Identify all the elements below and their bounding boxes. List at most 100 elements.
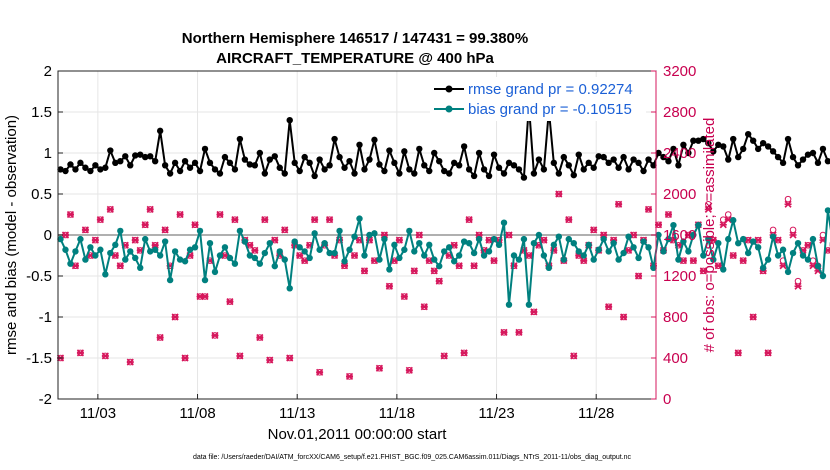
rmse-point (764, 143, 772, 150)
obs-assimilated-point (131, 236, 139, 244)
bias-point (515, 256, 523, 263)
obs-assimilated-point (555, 190, 563, 198)
rmse-point (799, 156, 807, 163)
obs-assimilated-point (420, 303, 428, 311)
obs-possible-point (789, 226, 797, 234)
rmse-point (705, 139, 712, 147)
rmse-point (510, 162, 518, 169)
bias-point (291, 238, 298, 245)
obs-assimilated-point (435, 277, 443, 285)
bias-point (286, 285, 293, 292)
rmse-point (655, 149, 662, 157)
bias-point (650, 264, 657, 271)
bias-point (416, 240, 423, 247)
rmse-point (171, 159, 179, 167)
legend-rmse-label: rmse grand pr = 0.92274 (468, 81, 633, 98)
bias-point (774, 252, 782, 259)
rmse-point (381, 167, 388, 175)
obs-assimilated-point (385, 282, 393, 290)
bias-point (759, 264, 767, 271)
y-tick-label: 1.5 (31, 104, 52, 121)
y-right-tick-label: 0 (663, 391, 671, 408)
rmse-point (201, 145, 209, 153)
y-tick-label: -1 (39, 309, 52, 326)
rmse-point (814, 159, 822, 167)
obs-assimilated-point (455, 262, 463, 270)
obs-assimilated-point (296, 251, 304, 260)
x-tick-label: 11/28 (578, 405, 614, 422)
rmse-point (685, 149, 692, 157)
bias-point (366, 231, 373, 239)
legend-rmse-marker (445, 85, 453, 93)
bias-point (271, 262, 278, 270)
rmse-point (256, 149, 264, 157)
obs-possible-point (705, 200, 712, 208)
bias-point (77, 235, 84, 243)
bias-point (819, 272, 827, 280)
rmse-point (665, 158, 672, 165)
rmse-point (216, 170, 224, 177)
x-tick-label: 11/13 (279, 405, 315, 422)
obs-assimilated-point (231, 216, 239, 224)
obs-assimilated-point (500, 328, 508, 336)
bias-point (156, 252, 164, 259)
bias-point (92, 252, 99, 259)
y-tick-label: 1 (44, 145, 52, 162)
rmse-point (82, 164, 89, 171)
bias-point (396, 254, 403, 262)
obs-assimilated-point (699, 267, 707, 275)
obs-assimilated-point (565, 216, 573, 224)
rmse-point (341, 164, 348, 171)
obs-assimilated-point (590, 226, 598, 234)
obs-assimilated-point (106, 205, 114, 213)
obs-assimilated-point (465, 216, 473, 224)
rmse-point (744, 130, 752, 138)
rmse-point (281, 170, 288, 177)
rmse-point (480, 166, 488, 173)
rmse-point (565, 162, 572, 169)
y-tick-label: -0.5 (26, 268, 52, 285)
rmse-point (585, 159, 592, 167)
rmse-point (735, 153, 742, 161)
bias-series (57, 207, 830, 308)
rmse-point (470, 172, 478, 180)
bias-point (575, 248, 582, 255)
obs-assimilated-point (430, 267, 438, 275)
rmse-point (590, 164, 597, 171)
rmse-point (306, 159, 313, 167)
rmse-point (406, 166, 413, 173)
bias-point (251, 254, 259, 262)
obs-assimilated-point (525, 251, 533, 260)
rmse-point (450, 159, 458, 167)
obs-assimilated-point (460, 349, 468, 357)
obs-assimilated-point (774, 236, 782, 244)
obs-assimilated-point (81, 226, 89, 234)
rmse-point (142, 153, 149, 161)
obs-assimilated-point (176, 210, 184, 219)
rmse-point (321, 166, 328, 173)
y-axis-left: -2 -1.5 -1 -0.5 0 0.5 1 1.5 2 (26, 63, 63, 408)
bias-point (316, 246, 323, 253)
obs-assimilated-point (261, 216, 269, 224)
rmse-point (426, 167, 433, 175)
rmse-point (146, 153, 154, 160)
bias-point (137, 264, 144, 271)
obs-assimilated-point (570, 352, 578, 360)
obs-assimilated-point (794, 282, 802, 290)
rmse-point (266, 156, 273, 163)
bias-point (346, 246, 353, 253)
rmse-point (122, 153, 129, 160)
bias-point (401, 246, 408, 253)
rmse-point (396, 170, 403, 177)
bias-point (465, 240, 473, 247)
rmse-point (595, 153, 602, 160)
rmse-point (206, 159, 214, 167)
obs-assimilated-point (704, 205, 712, 213)
y-right-tick-label: 3200 (663, 63, 696, 80)
bias-point (799, 252, 807, 259)
rmse-series (57, 102, 830, 181)
bias-point (226, 254, 234, 262)
rmse-point (615, 164, 622, 171)
rmse-point (236, 135, 244, 143)
bias-point (660, 248, 667, 255)
